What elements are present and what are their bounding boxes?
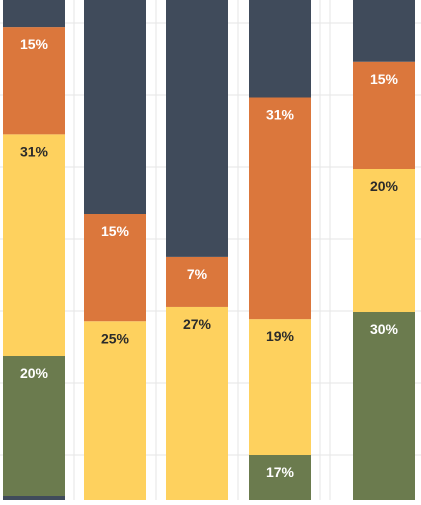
bar-value-label: 15% bbox=[370, 71, 399, 87]
bar-value-label: 19% bbox=[266, 328, 295, 344]
bar-segment bbox=[166, 306, 228, 500]
bar-segment bbox=[166, 0, 228, 257]
bar-segment bbox=[249, 97, 311, 320]
bar-value-label: 17% bbox=[266, 464, 295, 480]
bar-segment bbox=[353, 0, 415, 62]
bar-column: 20% 31% 15% bbox=[3, 0, 65, 500]
bar-value-label: 15% bbox=[20, 36, 49, 52]
bar-column: 25% 15% bbox=[84, 0, 146, 500]
bar-segment-dark bbox=[3, 496, 65, 500]
bar-segment bbox=[166, 256, 228, 307]
bar-value-label: 31% bbox=[20, 143, 49, 159]
bar-segment bbox=[84, 0, 146, 214]
bar-segment bbox=[84, 214, 146, 322]
bar-segment bbox=[249, 0, 311, 98]
bar-value-label: 20% bbox=[370, 178, 399, 194]
bar-segment bbox=[249, 319, 311, 455]
bar-segment bbox=[84, 321, 146, 500]
bar-segment bbox=[353, 312, 415, 500]
bar-segment bbox=[3, 27, 65, 135]
bar-value-label: 30% bbox=[370, 321, 399, 337]
bar-value-label: 20% bbox=[20, 365, 49, 381]
bar-value-label: 31% bbox=[266, 107, 295, 123]
bar-column: 17% 19% 31% bbox=[249, 0, 311, 500]
bar-segment bbox=[353, 169, 415, 312]
bar-segment bbox=[249, 455, 311, 500]
bar-segment bbox=[3, 134, 65, 356]
bar-value-label: 15% bbox=[101, 223, 130, 239]
bar-column: 30% 20% 15% bbox=[353, 0, 415, 500]
bars: 20% 31% 15% 25% 15% 27% 7% 17% 19% 31% 30% 20% 15% bbox=[3, 0, 415, 500]
bar-value-label: 25% bbox=[101, 330, 130, 346]
bar-column: 27% 7% bbox=[166, 0, 228, 500]
bar-segment bbox=[353, 61, 415, 169]
bar-value-label: 27% bbox=[183, 316, 212, 332]
bar-segment bbox=[3, 356, 65, 496]
bar-value-label: 7% bbox=[187, 266, 208, 282]
bar-segment bbox=[3, 0, 65, 28]
